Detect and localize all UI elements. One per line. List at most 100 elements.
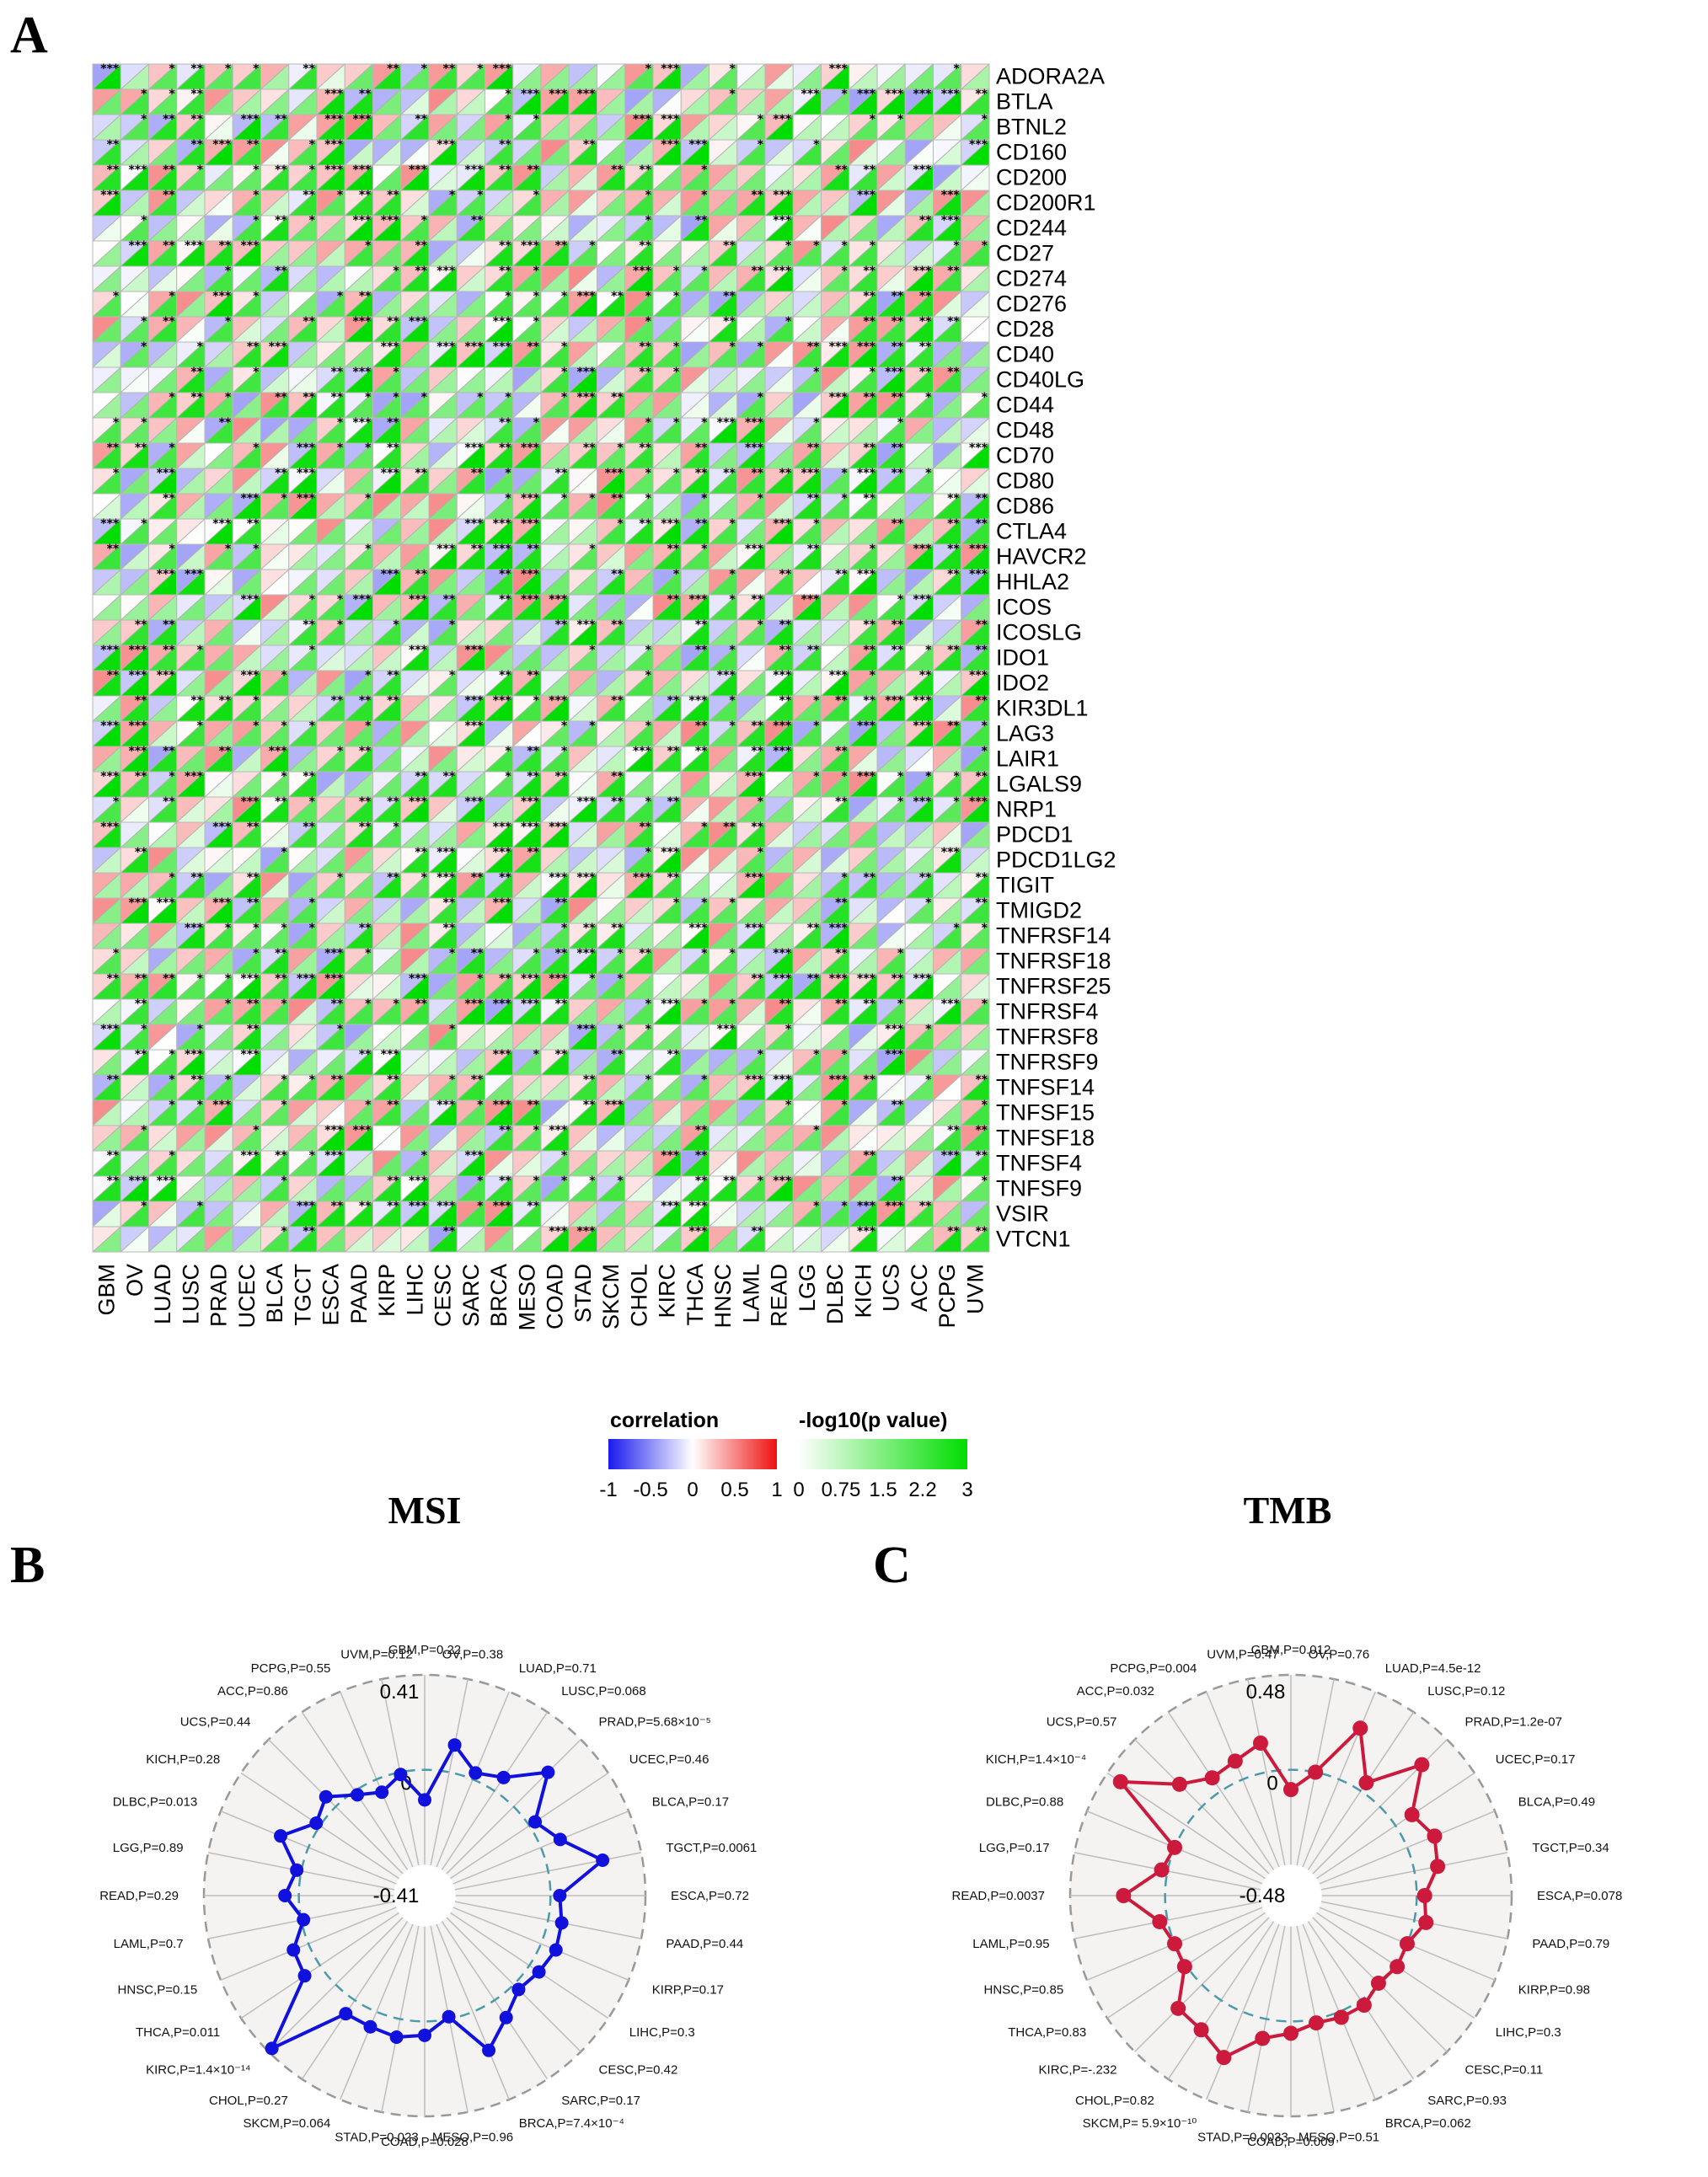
heatmap-significance-star: * [197,644,204,657]
heatmap-significance-star: ** [499,163,511,177]
heatmap-significance-star: ** [891,441,904,455]
heatmap-cell-diagonal [92,190,121,217]
heatmap-cell-diagonal [260,139,290,166]
heatmap-cell-diagonal [204,190,233,217]
heatmap-significance-star: * [701,265,708,278]
heatmap-significance-star: * [141,416,147,430]
heatmap-significance-star: *** [465,340,485,354]
heatmap-significance-star: * [169,391,175,404]
heatmap-cell-diagonal [624,190,654,217]
heatmap-cell-diagonal [597,215,626,242]
heatmap-cell-diagonal [652,215,682,242]
heatmap-significance-star: * [729,62,736,76]
heatmap-cell-diagonal [961,164,990,191]
heatmap-significance-star: * [253,441,260,455]
heatmap-significance-star: * [253,189,260,202]
heatmap-cell-diagonal [176,190,206,217]
heatmap-significance-star: * [477,391,484,404]
heatmap-cell-diagonal [849,88,878,115]
heatmap-significance-star: ** [779,568,792,581]
heatmap-significance-star: ** [723,821,736,834]
heatmap-significance-star: * [925,467,932,480]
heatmap-cell-diagonal [428,88,458,115]
heatmap-significance-star: *** [633,871,652,885]
heatmap-cell-diagonal [485,215,514,242]
heatmap-significance-star: ** [723,239,736,253]
heatmap-significance-star: * [645,62,652,76]
heatmap-significance-star: * [758,340,764,354]
heatmap-significance-star: ** [387,871,399,885]
heatmap-significance-star: * [729,340,736,354]
heatmap-significance-star: *** [773,669,792,682]
heatmap-significance-star: ** [611,568,624,581]
heatmap-significance-star: ** [695,618,708,632]
heatmap-significance-star: *** [493,821,512,834]
heatmap-significance-star: * [141,214,147,227]
heatmap-significance-star: ** [163,618,175,632]
heatmap-significance-star: * [309,922,316,935]
heatmap-significance-star: ** [275,265,287,278]
heatmap-cell-diagonal [316,215,345,242]
heatmap-significance-star: * [841,492,848,505]
heatmap-significance-star: *** [577,871,597,885]
heatmap-significance-star: ** [919,290,932,303]
heatmap-cell-diagonal [400,114,430,141]
heatmap-significance-star: ** [975,492,988,505]
heatmap-cell-diagonal [680,88,709,115]
heatmap-significance-star: * [729,517,736,531]
heatmap-significance-star: *** [493,62,512,76]
heatmap-significance-star: *** [577,366,597,379]
heatmap-cell-diagonal [736,88,766,115]
heatmap-significance-star: ** [190,391,203,404]
heatmap-cell-diagonal [372,139,402,166]
heatmap-significance-star: * [533,113,540,126]
heatmap-significance-star: ** [639,517,651,531]
heatmap-significance-star: * [505,467,511,480]
heatmap-significance-star: ** [359,922,372,935]
heatmap-cell-diagonal [260,63,290,90]
heatmap-significance-star: *** [436,846,456,859]
heatmap-cell-diagonal [709,88,738,115]
heatmap-significance-star: ** [835,795,848,809]
heatmap-cell-diagonal [904,63,934,90]
heatmap-cell-diagonal [372,164,402,191]
heatmap-cell-diagonal [92,63,121,90]
heatmap-cell-diagonal [709,63,738,90]
heatmap-significance-star: *** [969,441,988,455]
heatmap-cell-diagonal [904,164,934,191]
heatmap-significance-star: ** [499,593,511,607]
heatmap-significance-star: * [253,922,260,935]
heatmap-cell-diagonal [652,88,682,115]
heatmap-significance-star: *** [297,492,316,505]
heatmap-cell-diagonal [204,63,233,90]
heatmap-significance-star: * [337,416,344,430]
heatmap-significance-star: ** [275,163,287,177]
heatmap-significance-star: * [309,896,316,910]
heatmap-significance-star: ** [415,265,427,278]
heatmap-significance-star: *** [549,88,568,101]
heatmap-significance-star: * [953,239,960,253]
heatmap-cell-diagonal [821,164,850,191]
heatmap-significance-star: * [505,391,511,404]
heatmap-significance-star: ** [499,568,511,581]
heatmap-cell-diagonal [316,63,345,90]
heatmap-significance-star: ** [611,694,624,708]
heatmap-significance-star: *** [857,189,876,202]
heatmap-cell-diagonal [148,139,178,166]
heatmap-cell-diagonal [512,139,542,166]
heatmap-significance-star: *** [353,416,372,430]
heatmap-significance-star: * [421,871,428,885]
heatmap-cell-diagonal [344,139,373,166]
heatmap-significance-star: ** [807,441,820,455]
heatmap-significance-star: * [785,315,792,329]
heatmap-significance-star: * [421,62,428,76]
heatmap-significance-star: * [813,416,820,430]
heatmap-significance-star: ** [863,290,875,303]
heatmap-significance-star: * [701,896,708,910]
heatmap-significance-star: ** [163,163,175,177]
heatmap-significance-star: ** [499,416,511,430]
heatmap-significance-star: * [421,214,428,227]
heatmap-significance-star: * [561,391,568,404]
heatmap-cell-diagonal [933,190,962,217]
heatmap-significance-star: ** [611,163,624,177]
